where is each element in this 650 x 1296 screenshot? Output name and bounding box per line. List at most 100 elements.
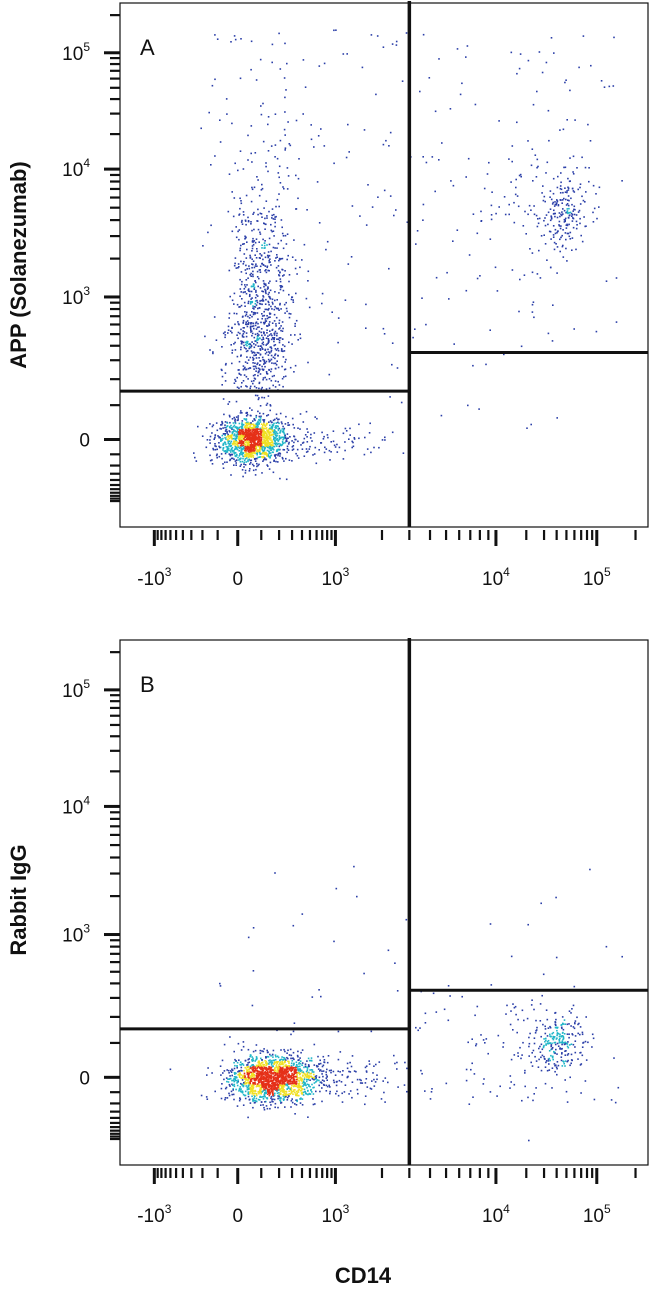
event-dot [234, 382, 236, 384]
event-dot [238, 263, 240, 265]
event-dot [249, 407, 251, 409]
event-dot [253, 323, 255, 325]
event-dot [201, 1095, 203, 1097]
event-dot [397, 367, 399, 369]
event-dot [516, 73, 518, 75]
event-dot [374, 1085, 376, 1087]
event-dot [339, 447, 341, 449]
event-dot [309, 1076, 311, 1078]
event-dot [250, 1088, 252, 1090]
event-dot [245, 269, 247, 271]
event-dot [233, 1099, 235, 1101]
event-dot [573, 173, 575, 175]
event-dot [253, 244, 255, 246]
event-dot [571, 1008, 573, 1010]
event-dot [297, 198, 299, 200]
event-dot [536, 215, 538, 217]
event-dot [222, 438, 224, 440]
event-dot [467, 1042, 469, 1044]
event-dot [341, 1093, 343, 1095]
event-dot [296, 1091, 298, 1093]
event-dot [280, 430, 282, 432]
event-dot [263, 439, 265, 441]
event-dot [556, 1053, 558, 1055]
event-dot [232, 350, 234, 352]
event-dot [284, 43, 286, 45]
event-dot [450, 180, 452, 182]
event-dot [266, 315, 268, 317]
event-dot [275, 386, 277, 388]
event-dot [249, 255, 251, 257]
event-dot [375, 94, 377, 96]
event-dot [280, 330, 282, 332]
event-dot [550, 1055, 552, 1057]
event-dot [510, 1010, 512, 1012]
event-dot [529, 248, 531, 250]
event-dot [269, 442, 271, 444]
event-dot [583, 35, 585, 37]
event-dot [254, 347, 256, 349]
event-dot [253, 355, 255, 357]
event-dot [457, 48, 459, 50]
event-dot [552, 340, 554, 342]
event-dot [250, 314, 252, 316]
event-dot [295, 175, 297, 177]
event-dot [377, 35, 379, 37]
event-dot [256, 1098, 258, 1100]
event-dot [260, 59, 262, 61]
event-dot [267, 423, 269, 425]
event-dot [260, 322, 262, 324]
event-dot [301, 1093, 303, 1095]
event-dot [260, 453, 262, 455]
event-dot [251, 447, 253, 449]
event-dot [559, 239, 561, 241]
event-dot [561, 1053, 563, 1055]
event-dot [251, 431, 253, 433]
event-dot [243, 342, 245, 344]
event-dot [234, 434, 236, 436]
event-dot [245, 1098, 247, 1100]
event-dot [234, 197, 236, 199]
event-dot [292, 418, 294, 420]
event-dot [266, 1063, 268, 1065]
event-dot [247, 326, 249, 328]
event-dot [288, 1095, 290, 1097]
event-dot [294, 1078, 296, 1080]
event-dot [279, 446, 281, 448]
event-dot [304, 1073, 306, 1075]
event-dot [275, 257, 277, 259]
event-dot [549, 196, 551, 198]
event-dot [327, 1062, 329, 1064]
event-dot [245, 237, 247, 239]
event-dot [297, 441, 299, 443]
event-dot [284, 312, 286, 314]
event-dot [544, 1026, 546, 1028]
event-dot [550, 215, 552, 217]
event-dot [569, 180, 571, 182]
event-dot [266, 267, 268, 269]
event-dot [267, 1076, 269, 1078]
event-dot [238, 437, 240, 439]
event-dot [246, 279, 248, 281]
event-dot [337, 1071, 339, 1073]
event-dot [315, 447, 317, 449]
event-dot [268, 354, 270, 356]
event-dot [544, 217, 546, 219]
event-dot [239, 1100, 241, 1102]
event-dot [245, 273, 247, 275]
event-dot [271, 215, 273, 217]
event-dot [271, 335, 273, 337]
event-dot [240, 1086, 242, 1088]
event-dot [352, 205, 354, 207]
event-dot [300, 413, 302, 415]
event-dot [257, 220, 259, 222]
event-dot [283, 1091, 285, 1093]
event-dot [272, 447, 274, 449]
event-dot [250, 1102, 252, 1104]
event-dot [272, 303, 274, 305]
event-dot [259, 1079, 261, 1081]
event-dot [235, 423, 237, 425]
event-dot [246, 430, 248, 432]
event-dot [225, 442, 227, 444]
event-dot [270, 404, 272, 406]
